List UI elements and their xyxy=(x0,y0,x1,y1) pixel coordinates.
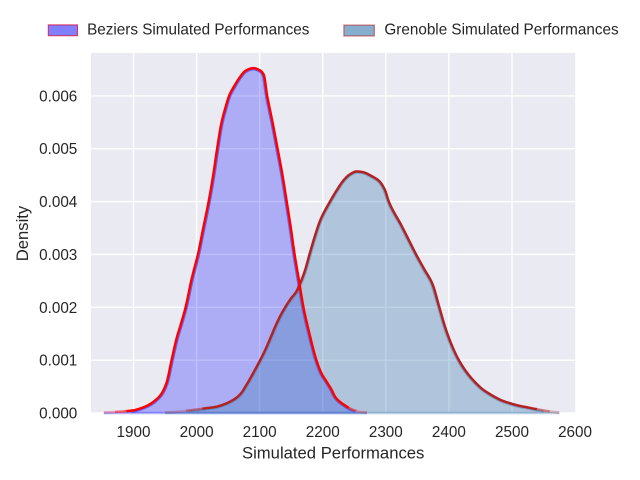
svg-text:0.006: 0.006 xyxy=(39,88,77,105)
svg-text:2000: 2000 xyxy=(180,424,214,441)
svg-text:Simulated Performances: Simulated Performances xyxy=(242,443,424,462)
svg-text:2200: 2200 xyxy=(306,424,340,441)
svg-text:0.002: 0.002 xyxy=(39,300,77,317)
svg-text:0.001: 0.001 xyxy=(39,353,77,370)
svg-text:Grenoble Simulated Performance: Grenoble Simulated Performances xyxy=(384,21,619,38)
svg-text:2400: 2400 xyxy=(432,424,466,441)
svg-text:2500: 2500 xyxy=(495,424,529,441)
svg-text:2600: 2600 xyxy=(558,424,592,441)
svg-text:0.003: 0.003 xyxy=(39,247,77,264)
svg-text:0.005: 0.005 xyxy=(39,141,77,158)
svg-text:Density: Density xyxy=(13,205,32,261)
svg-text:0.004: 0.004 xyxy=(39,194,78,211)
svg-text:2100: 2100 xyxy=(243,424,277,441)
svg-text:2300: 2300 xyxy=(369,424,403,441)
svg-text:0.000: 0.000 xyxy=(39,405,77,422)
svg-text:Beziers Simulated Performances: Beziers Simulated Performances xyxy=(87,21,310,38)
svg-text:1900: 1900 xyxy=(117,424,151,441)
